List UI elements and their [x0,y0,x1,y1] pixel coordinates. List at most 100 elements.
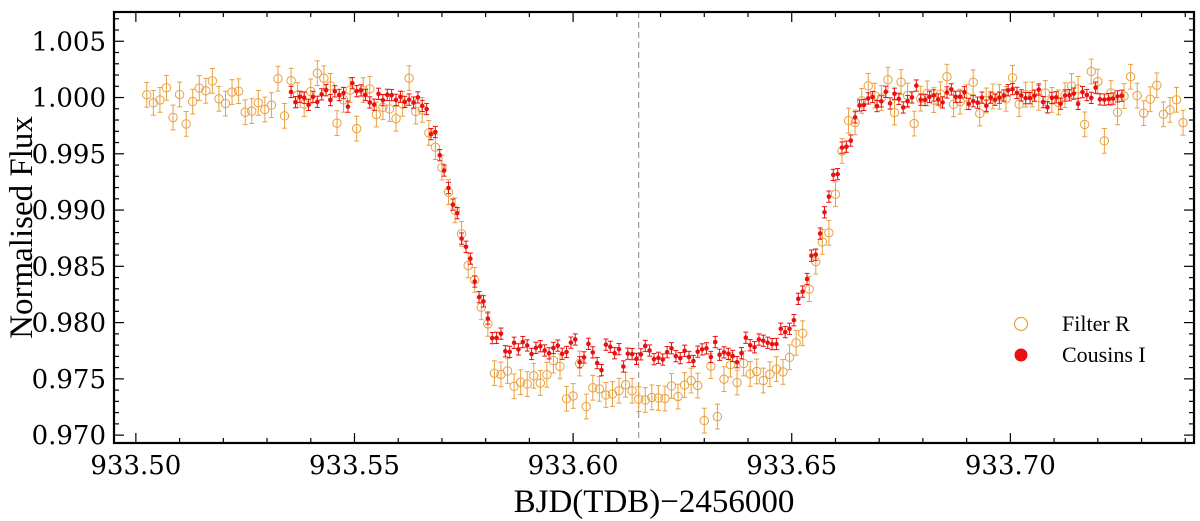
data-point-filter-r [279,111,290,121]
data-point-filter-r [830,189,841,199]
data-point-cousins-i [1014,90,1020,96]
data-point-cousins-i [393,97,399,103]
data-point-cousins-i [323,87,329,93]
data-point-cousins-i [931,93,937,98]
data-point-cousins-i [568,340,574,345]
data-point-filter-r [784,352,795,363]
data-point-filter-r [673,391,683,402]
y-tick-label: 0.990 [32,196,106,226]
data-point-cousins-i [691,358,696,364]
data-point-cousins-i [708,354,714,360]
data-point-filter-r [1125,72,1136,82]
data-point-filter-r [758,375,769,386]
data-point-cousins-i [454,210,460,216]
data-point-cousins-i [791,317,797,323]
legend-label-cousins-i: Cousins I [1062,342,1146,367]
data-point-cousins-i [997,95,1002,100]
data-point-cousins-i [310,94,316,100]
data-point-cousins-i [336,92,342,98]
data-point-cousins-i [739,350,744,356]
y-tick-label: 0.980 [32,309,106,339]
data-point-filter-r [614,386,624,396]
data-point-filter-r [404,73,414,83]
data-point-cousins-i [835,171,840,177]
data-point-cousins-i [424,106,429,112]
data-point-cousins-i [1071,91,1077,96]
data-point-cousins-i [1106,96,1112,102]
data-point-cousins-i [1053,95,1059,100]
data-point-cousins-i [1023,95,1028,101]
data-point-cousins-i [769,341,775,347]
data-point-filter-r [194,83,204,93]
data-point-cousins-i [656,355,661,361]
data-point-cousins-i [752,344,757,350]
data-point-cousins-i [734,359,740,365]
data-point-cousins-i [647,348,652,353]
data-point-filter-r [581,401,591,412]
data-point-filter-r [1086,66,1096,77]
data-point-cousins-i [896,96,902,102]
data-point-filter-r [1040,88,1051,98]
x-tick-label: 933.70 [965,451,1056,481]
data-point-cousins-i [489,335,495,341]
data-point-filter-r [1171,95,1182,105]
data-point-filter-r [391,113,401,124]
legend-marker-open-circle [1013,316,1029,332]
data-point-cousins-i [1001,93,1007,98]
data-point-filter-r [896,77,906,87]
data-point-filter-r [181,119,191,129]
data-point-cousins-i [363,92,368,98]
data-point-cousins-i [830,172,836,178]
data-point-filter-r [240,107,250,117]
data-point-cousins-i [857,103,862,108]
data-point-cousins-i [371,102,377,107]
data-point-cousins-i [516,347,521,352]
data-point-cousins-i [970,98,976,104]
data-point-cousins-i [625,351,631,356]
data-point-filter-r [1132,90,1142,101]
data-point-cousins-i [817,231,823,236]
data-point-cousins-i [1110,96,1116,101]
data-point-cousins-i [1097,97,1103,102]
data-point-cousins-i [358,88,364,93]
data-point-filter-r [693,380,703,391]
data-point-cousins-i [398,94,403,100]
data-point-filter-r [732,377,742,388]
data-point-filter-r [653,393,664,403]
data-point-cousins-i [1084,92,1090,98]
data-point-cousins-i [669,345,674,351]
data-point-filter-r [889,107,900,118]
data-point-cousins-i [826,194,832,199]
data-point-cousins-i [332,89,338,94]
data-point-filter-r [1178,118,1188,128]
y-tick-label: 0.975 [32,365,106,395]
data-point-cousins-i [874,103,880,109]
data-point-cousins-i [673,353,679,359]
data-point-cousins-i [1027,95,1033,101]
data-point-cousins-i [542,348,547,353]
data-point-filter-r [712,411,723,422]
data-point-cousins-i [468,256,473,261]
data-point-cousins-i [612,350,617,356]
data-point-filter-r [201,86,211,96]
data-point-filter-r [542,370,552,380]
data-point-cousins-i [1018,93,1024,98]
data-point-filter-r [968,77,978,87]
data-point-filter-r [214,94,224,104]
data-point-filter-r [797,328,808,338]
data-point-cousins-i [848,138,854,143]
data-point-filter-r [942,71,952,82]
data-point-cousins-i [664,349,670,355]
data-point-filter-r [502,366,513,376]
data-point-filter-r [620,380,631,390]
data-point-cousins-i [1088,95,1094,101]
data-point-cousins-i [712,339,718,345]
data-point-filter-r [1139,108,1149,118]
data-point-filter-r [227,87,237,97]
data-point-cousins-i [966,101,972,107]
data-point-cousins-i [892,91,897,97]
y-axis-title: Normalised Flux [4,116,40,339]
data-point-cousins-i [529,351,534,357]
data-point-filter-r [535,378,546,388]
data-point-cousins-i [586,341,591,347]
